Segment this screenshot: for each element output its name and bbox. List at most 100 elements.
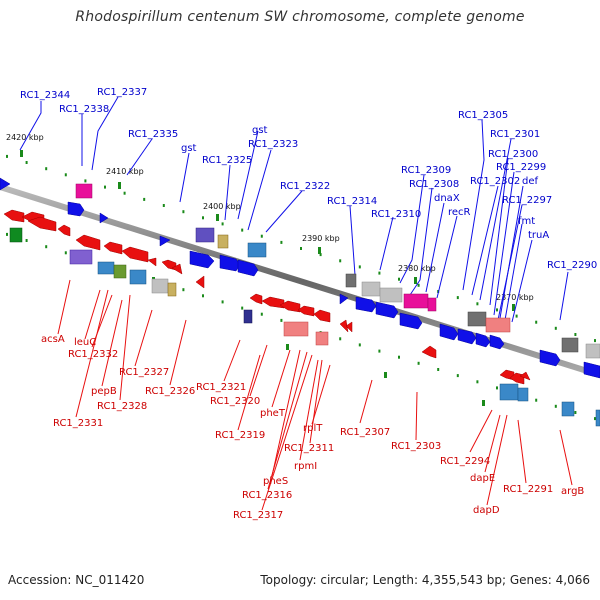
minor-tick	[221, 300, 224, 304]
accession-text: Accession: NC_011420	[8, 573, 145, 587]
gene-arrow	[27, 216, 57, 232]
bottom-callout-lines	[57, 279, 573, 511]
gene-arrow	[421, 345, 437, 359]
gene-label: RC1_2299	[496, 162, 546, 173]
minor-tick	[378, 271, 381, 275]
gene-arrow	[219, 254, 241, 272]
minor-tick	[417, 361, 420, 365]
minor-tick	[221, 222, 224, 226]
gene-label: RC1_2307	[340, 427, 390, 438]
gene-arrow	[475, 332, 491, 348]
gene-label: RC1_2338	[59, 104, 109, 115]
gene-arrow	[457, 328, 477, 345]
gene-label: recR	[448, 207, 471, 218]
minor-tick	[594, 339, 596, 343]
minor-tick	[535, 398, 538, 402]
minor-tick	[515, 314, 518, 318]
minor-tick	[456, 296, 459, 300]
minor-tick	[417, 283, 420, 287]
minor-tick	[319, 253, 322, 257]
minor-tick	[260, 312, 263, 316]
chart-title: Rhodospirillum centenum SW chromosome, c…	[75, 9, 525, 25]
genome-summary-text: Topology: circular; Length: 4,355,543 bp…	[260, 573, 590, 587]
gene-arrow	[297, 305, 315, 317]
gene-arrow	[147, 257, 157, 267]
minor-tick	[25, 161, 28, 164]
gene-label: argB	[561, 486, 584, 497]
other-features	[9, 183, 600, 427]
minor-tick	[476, 380, 479, 384]
gene-arrow	[103, 241, 123, 255]
gene-arrow	[355, 296, 377, 313]
gene-label: pheT	[260, 408, 286, 419]
minor-tick	[25, 239, 28, 242]
gene-arrow	[0, 177, 11, 191]
gene-label: rplT	[303, 423, 323, 434]
gene-label: RC1_2297	[502, 195, 552, 206]
minor-tick	[554, 326, 557, 330]
minor-tick	[339, 337, 342, 341]
minor-tick	[398, 355, 400, 359]
minor-tick	[123, 191, 126, 195]
gene-label: RC1_2291	[503, 484, 553, 495]
gene-arrow	[375, 301, 399, 319]
minor-tick	[143, 197, 146, 201]
tick-label: 2380 kbp	[398, 264, 436, 273]
gene-label: RC1_2327	[119, 367, 169, 378]
gene-arrow	[313, 309, 331, 323]
minor-tick	[280, 240, 283, 244]
gene-label: RC1_2314	[327, 196, 377, 207]
gene-label: RC1_2321	[196, 382, 246, 393]
gene-label: RC1_2308	[409, 179, 459, 190]
gene-arrow	[171, 263, 183, 275]
gene-label: RC1_2320	[210, 396, 260, 407]
minor-tick	[45, 245, 48, 249]
gene-label: dapD	[473, 505, 500, 516]
gene-label: RC1_2335	[128, 129, 178, 140]
gene-label: RC1_2337	[97, 87, 147, 98]
gene-label: RC1_2310	[371, 209, 421, 220]
gene-label: RC1_2326	[145, 386, 195, 397]
gene-label: RC1_2311	[284, 443, 334, 454]
gene-label: RC1_2319	[215, 430, 265, 441]
minor-tick	[202, 294, 204, 298]
gene-label: RC1_2316	[242, 490, 292, 501]
tick-label: 2400 kbp	[203, 202, 241, 211]
minor-tick	[535, 320, 538, 324]
gene-label: gst	[252, 125, 268, 136]
minor-tick	[64, 173, 67, 177]
reverse-genes	[3, 209, 531, 385]
top-callout-lines	[19, 96, 569, 323]
gene-label: leuC	[74, 337, 96, 348]
minor-tick	[574, 333, 577, 336]
gene-label: RC1_2301	[490, 129, 540, 140]
minor-tick	[45, 167, 48, 171]
minor-tick	[182, 210, 185, 214]
gene-label: dapE	[470, 473, 495, 484]
gene-label: RC1_2303	[391, 441, 441, 452]
gene-arrow	[75, 234, 101, 251]
gene-arrow	[99, 212, 109, 224]
minor-tick	[6, 232, 8, 236]
gene-label: RC1_2309	[401, 165, 451, 176]
gene-arrow	[399, 312, 423, 330]
minor-tick	[496, 308, 498, 312]
gene-arrow	[249, 293, 263, 305]
gene-arrow	[237, 259, 259, 277]
gene-label: def	[522, 176, 539, 187]
gene-arrow	[279, 300, 301, 313]
forward-genes	[0, 177, 600, 379]
gene-label: RC1_2305	[458, 110, 508, 121]
minor-tick	[358, 343, 361, 347]
tick-label: 2420 kbp	[6, 133, 44, 142]
minor-tick	[300, 247, 302, 250]
minor-tick	[594, 417, 596, 421]
gene-arrow	[489, 334, 505, 350]
gene-label: RC1_2294	[440, 456, 490, 467]
gene-arrow	[57, 224, 71, 237]
minor-tick	[456, 374, 459, 378]
minor-tick	[496, 386, 498, 390]
gene-label: truA	[528, 230, 549, 241]
gene-arrow	[583, 361, 600, 379]
